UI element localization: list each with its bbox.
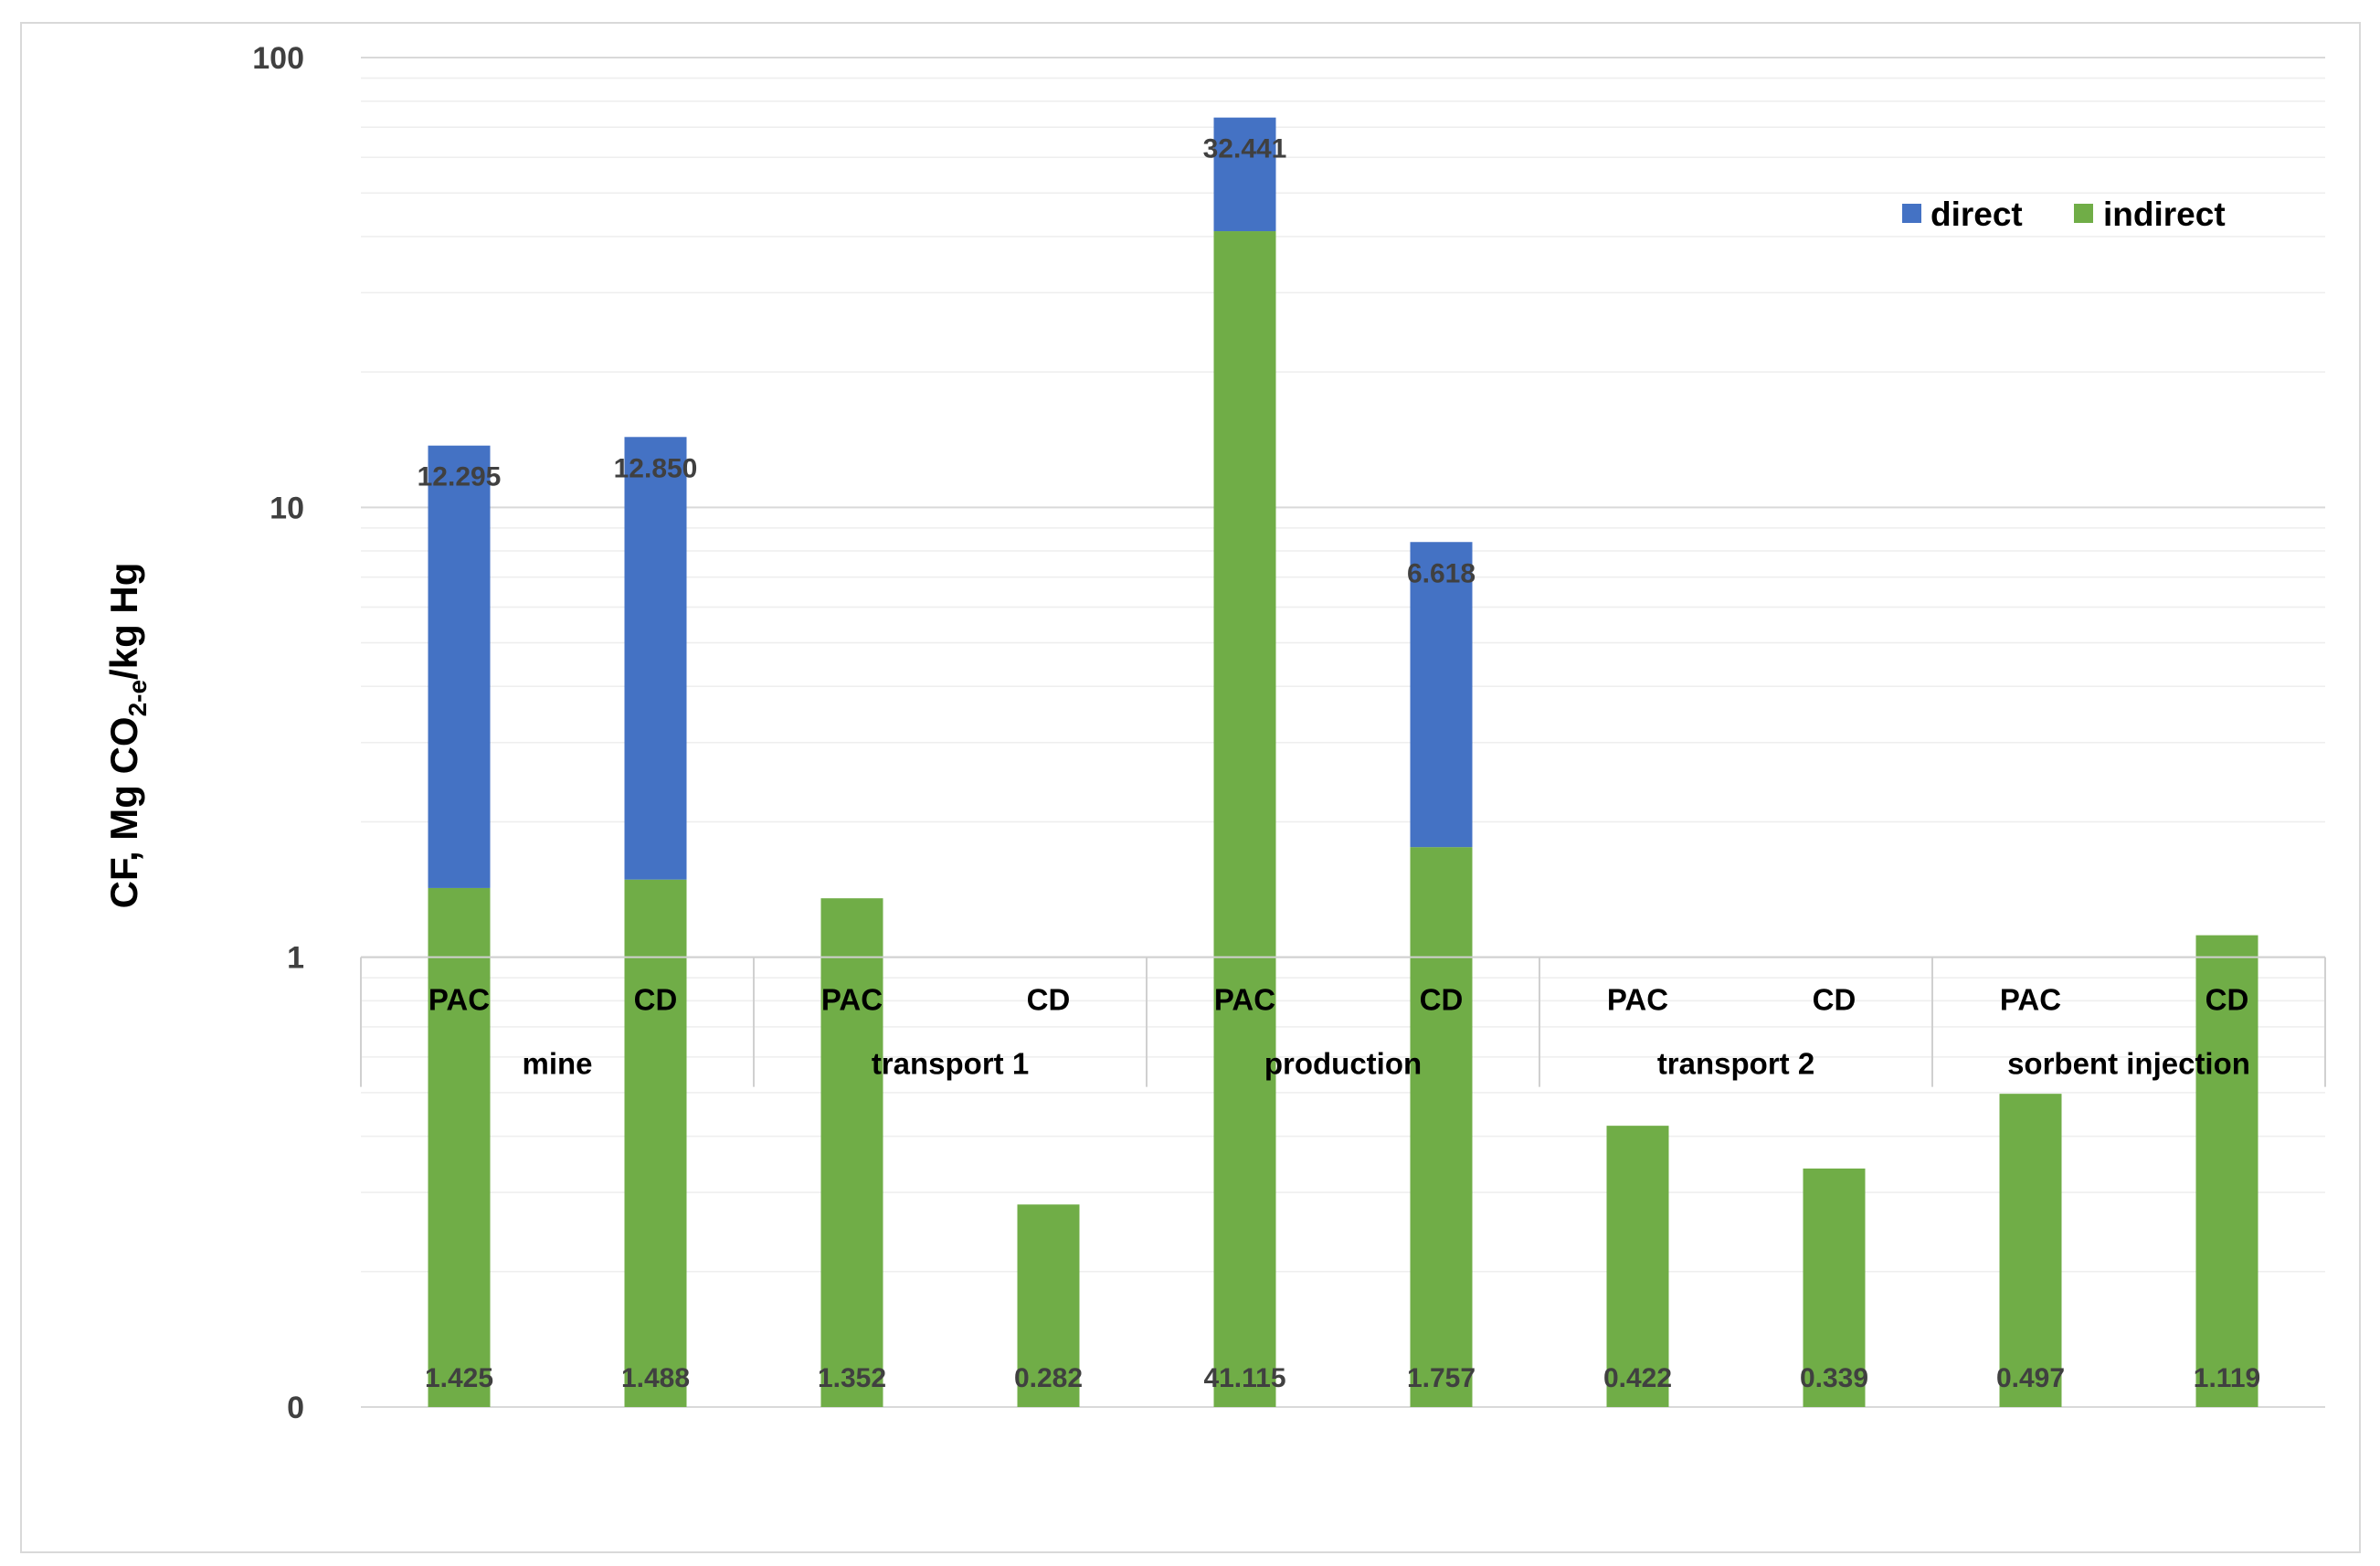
chart-frame [20,22,2361,1553]
data-label-direct: 12.295 [418,462,502,492]
group-label: transport 1 [872,1047,1029,1081]
data-label-indirect: 0.422 [1603,1363,1672,1393]
bar-indirect [1017,1204,1080,1407]
data-label-indirect: 1.757 [1407,1363,1476,1393]
category-label: PAC [821,983,883,1017]
data-label-direct: 12.850 [614,453,698,483]
data-label-indirect: 1.119 [2194,1363,2260,1393]
bar-direct [1410,542,1473,848]
category-axis-table: PAC CD PAC CD PAC CD PAC CD PAC CD mine transport 1… [360,956,2326,1087]
data-label-indirect: 1.425 [425,1363,493,1393]
y-axis-title: CF, Mg CO2-e/kg Hg [102,563,152,909]
bar-direct [1213,117,1276,232]
category-label: PAC [428,983,490,1017]
group-label: transport 2 [1657,1047,1814,1081]
group-label: mine [522,1047,592,1081]
data-label-indirect: 41.115 [1203,1363,1285,1393]
bar-indirect [820,898,883,1407]
legend-label-indirect: indirect [2103,196,2226,233]
bar-indirect [1999,1094,2062,1407]
data-labels: 12.295 1.425 12.850 1.488 1.352 0.282 32.441 41… [418,134,2261,1393]
category-label: PAC [1607,983,1668,1017]
bar-indirect [1803,1168,1866,1407]
group-label: production [1264,1047,1422,1081]
legend-label-direct: direct [1930,196,2023,233]
data-label-direct: 32.441 [1203,134,1287,164]
category-label: CD [634,983,678,1017]
category-label: CD [1027,983,1071,1017]
bar-indirect [1410,847,1473,1407]
data-label-indirect: 1.352 [818,1363,886,1393]
category-label: CD [2205,983,2249,1017]
category-label: CD [1813,983,1856,1017]
data-label-indirect: 0.339 [1800,1363,1868,1393]
bar-indirect [624,879,687,1407]
data-label-direct: 6.618 [1407,558,1476,588]
bar-indirect [1606,1126,1669,1407]
bar-direct [624,437,687,880]
category-label: PAC [2000,983,2061,1017]
y-tick-label: 100 [252,41,304,76]
legend-swatch-indirect [2074,204,2093,223]
y-tick-label: 1 [287,941,304,976]
group-label: sorbent injection [2007,1047,2250,1081]
legend-swatch-direct [1902,204,1921,223]
legend: direct indirect [1902,196,2226,233]
y-tick-label: 0 [287,1391,304,1425]
bar-indirect [1213,231,1276,1407]
bar-indirect [2195,935,2258,1407]
bars [428,117,2258,1407]
data-label-indirect: 0.497 [1996,1363,2065,1393]
data-label-indirect: 0.282 [1014,1363,1083,1393]
category-label: PAC [1214,983,1275,1017]
data-label-indirect: 1.488 [621,1363,690,1393]
bar-direct [428,445,491,888]
category-label: CD [1420,983,1464,1017]
bar-indirect [428,887,491,1407]
y-tick-label: 10 [270,491,304,525]
y-axis: 0 1 10 100 [252,41,304,1425]
